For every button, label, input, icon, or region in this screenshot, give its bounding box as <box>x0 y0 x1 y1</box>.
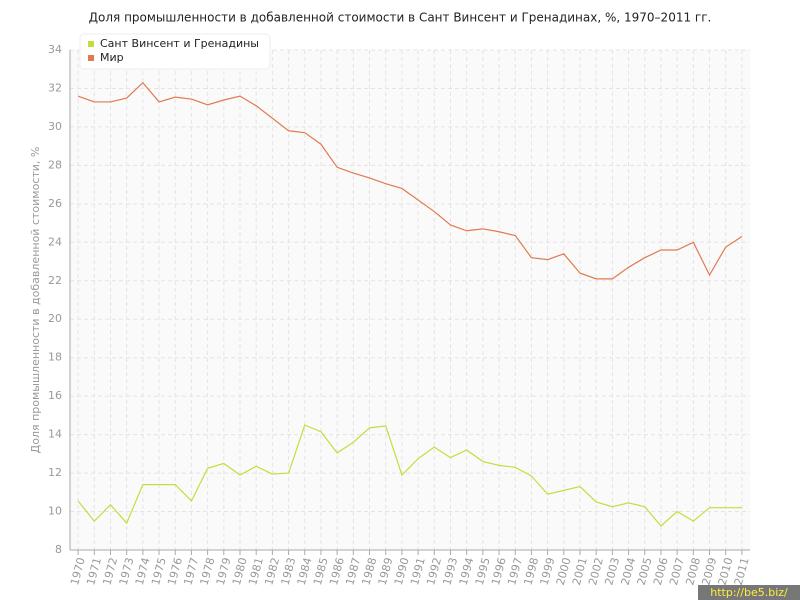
legend-label: Мир <box>100 51 124 64</box>
legend-marker <box>88 41 94 47</box>
y-tick-label: 24 <box>48 235 62 248</box>
y-tick-label: 30 <box>48 120 62 133</box>
plot-area <box>70 50 750 550</box>
y-tick-label: 34 <box>48 43 62 56</box>
y-tick-label: 16 <box>48 389 62 402</box>
y-tick-label: 32 <box>48 81 62 94</box>
series-line <box>77 81 743 280</box>
legend-box <box>79 33 271 70</box>
y-tick-label: 22 <box>48 274 62 287</box>
y-axis-label: Доля промышленности в добавленной стоимо… <box>29 147 42 454</box>
y-tick-label: 10 <box>48 505 62 518</box>
watermark-bg <box>698 585 800 600</box>
y-tick-label: 18 <box>48 351 62 364</box>
watermark: http://be5.biz/ <box>710 586 788 599</box>
y-tick-label: 28 <box>48 158 62 171</box>
y-tick-label: 26 <box>48 197 62 210</box>
legend-marker <box>88 55 94 61</box>
y-tick-label: 14 <box>48 428 62 441</box>
y-tick-label: 8 <box>55 543 62 556</box>
chart-title: Доля промышленности в добавленной стоимо… <box>89 11 712 25</box>
series-line <box>77 424 742 527</box>
legend-label: Сант Винсент и Гренадины <box>100 37 259 50</box>
y-tick-label: 20 <box>48 312 62 325</box>
y-tick-label: 12 <box>48 466 62 479</box>
